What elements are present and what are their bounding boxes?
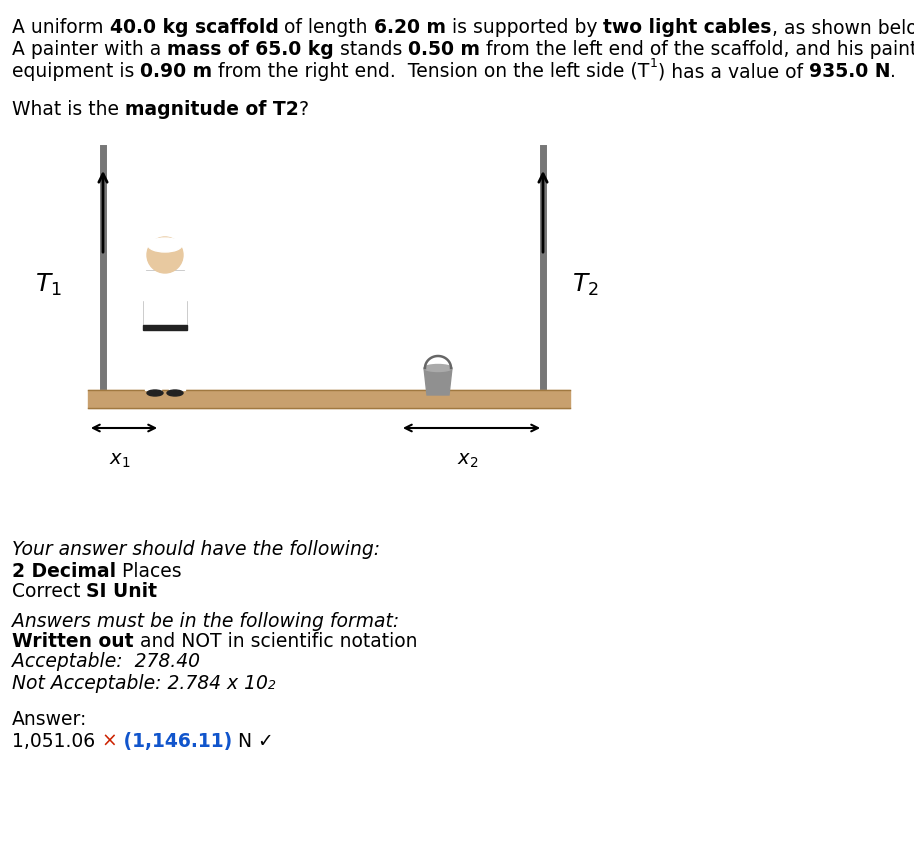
Text: 0.50 m: 0.50 m bbox=[409, 40, 481, 59]
Text: from the right end.  Tension on the left side (T: from the right end. Tension on the left … bbox=[212, 62, 650, 81]
Text: 6.20 m: 6.20 m bbox=[374, 18, 446, 37]
Text: is supported by: is supported by bbox=[446, 18, 603, 37]
Bar bbox=[135, 270, 145, 300]
Bar bbox=[169, 345, 185, 390]
Text: ?: ? bbox=[299, 100, 309, 119]
Text: .: . bbox=[890, 62, 896, 81]
Text: 1: 1 bbox=[650, 57, 658, 70]
Text: Places: Places bbox=[116, 562, 182, 581]
Ellipse shape bbox=[144, 239, 186, 247]
Text: $x_1$: $x_1$ bbox=[110, 452, 131, 470]
Circle shape bbox=[147, 237, 183, 273]
Text: stands: stands bbox=[334, 40, 409, 59]
Text: $T_2$: $T_2$ bbox=[571, 272, 599, 298]
Text: A uniform: A uniform bbox=[12, 18, 110, 37]
Text: What is the: What is the bbox=[12, 100, 125, 119]
Text: 40.0 kg scaffold: 40.0 kg scaffold bbox=[110, 18, 279, 37]
Text: from the left end of the scaffold, and his painting: from the left end of the scaffold, and h… bbox=[481, 40, 914, 59]
Text: $T_1$: $T_1$ bbox=[35, 272, 61, 298]
Text: 1,051.06: 1,051.06 bbox=[12, 732, 101, 751]
Bar bbox=[143, 325, 187, 330]
Text: Answer:: Answer: bbox=[12, 710, 88, 729]
Bar bbox=[143, 270, 187, 330]
Text: magnitude of T2: magnitude of T2 bbox=[125, 100, 299, 119]
Text: (1,146.11): (1,146.11) bbox=[117, 732, 232, 751]
Text: 0.90 m: 0.90 m bbox=[141, 62, 212, 81]
Text: 2: 2 bbox=[268, 679, 276, 692]
Text: mass of 65.0 kg: mass of 65.0 kg bbox=[167, 40, 334, 59]
Text: Acceptable:  278.40: Acceptable: 278.40 bbox=[12, 652, 200, 671]
Ellipse shape bbox=[167, 390, 183, 396]
Text: ×: × bbox=[101, 732, 117, 751]
Text: Correct: Correct bbox=[12, 582, 87, 601]
Text: A painter with a: A painter with a bbox=[12, 40, 167, 59]
Bar bbox=[185, 270, 195, 300]
Bar bbox=[88, 390, 570, 408]
Text: ✓: ✓ bbox=[252, 732, 274, 751]
Text: $x_2$: $x_2$ bbox=[457, 452, 479, 470]
Text: of length: of length bbox=[279, 18, 374, 37]
Ellipse shape bbox=[424, 365, 452, 371]
Text: two light cables: two light cables bbox=[603, 18, 771, 37]
Text: and NOT in scientific notation: and NOT in scientific notation bbox=[133, 632, 417, 651]
Text: Written out: Written out bbox=[12, 632, 133, 651]
Text: , as shown below (: , as shown below ( bbox=[771, 18, 914, 37]
Text: 2 Decimal: 2 Decimal bbox=[12, 562, 116, 581]
Text: Your answer should have the following:: Your answer should have the following: bbox=[12, 540, 380, 559]
Text: equipment is: equipment is bbox=[12, 62, 141, 81]
Polygon shape bbox=[424, 368, 452, 395]
Ellipse shape bbox=[148, 238, 182, 252]
Text: 935.0 N: 935.0 N bbox=[809, 62, 890, 81]
Text: ) has a value of: ) has a value of bbox=[658, 62, 809, 81]
Bar bbox=[145, 345, 161, 390]
Ellipse shape bbox=[147, 390, 163, 396]
Bar bbox=[145, 325, 185, 345]
Text: Not Acceptable: 2.784 x 10: Not Acceptable: 2.784 x 10 bbox=[12, 674, 268, 693]
Bar bbox=[143, 270, 187, 330]
Text: Answers must be in the following format:: Answers must be in the following format: bbox=[12, 612, 399, 631]
Text: N: N bbox=[232, 732, 252, 751]
Text: SI Unit: SI Unit bbox=[87, 582, 157, 601]
